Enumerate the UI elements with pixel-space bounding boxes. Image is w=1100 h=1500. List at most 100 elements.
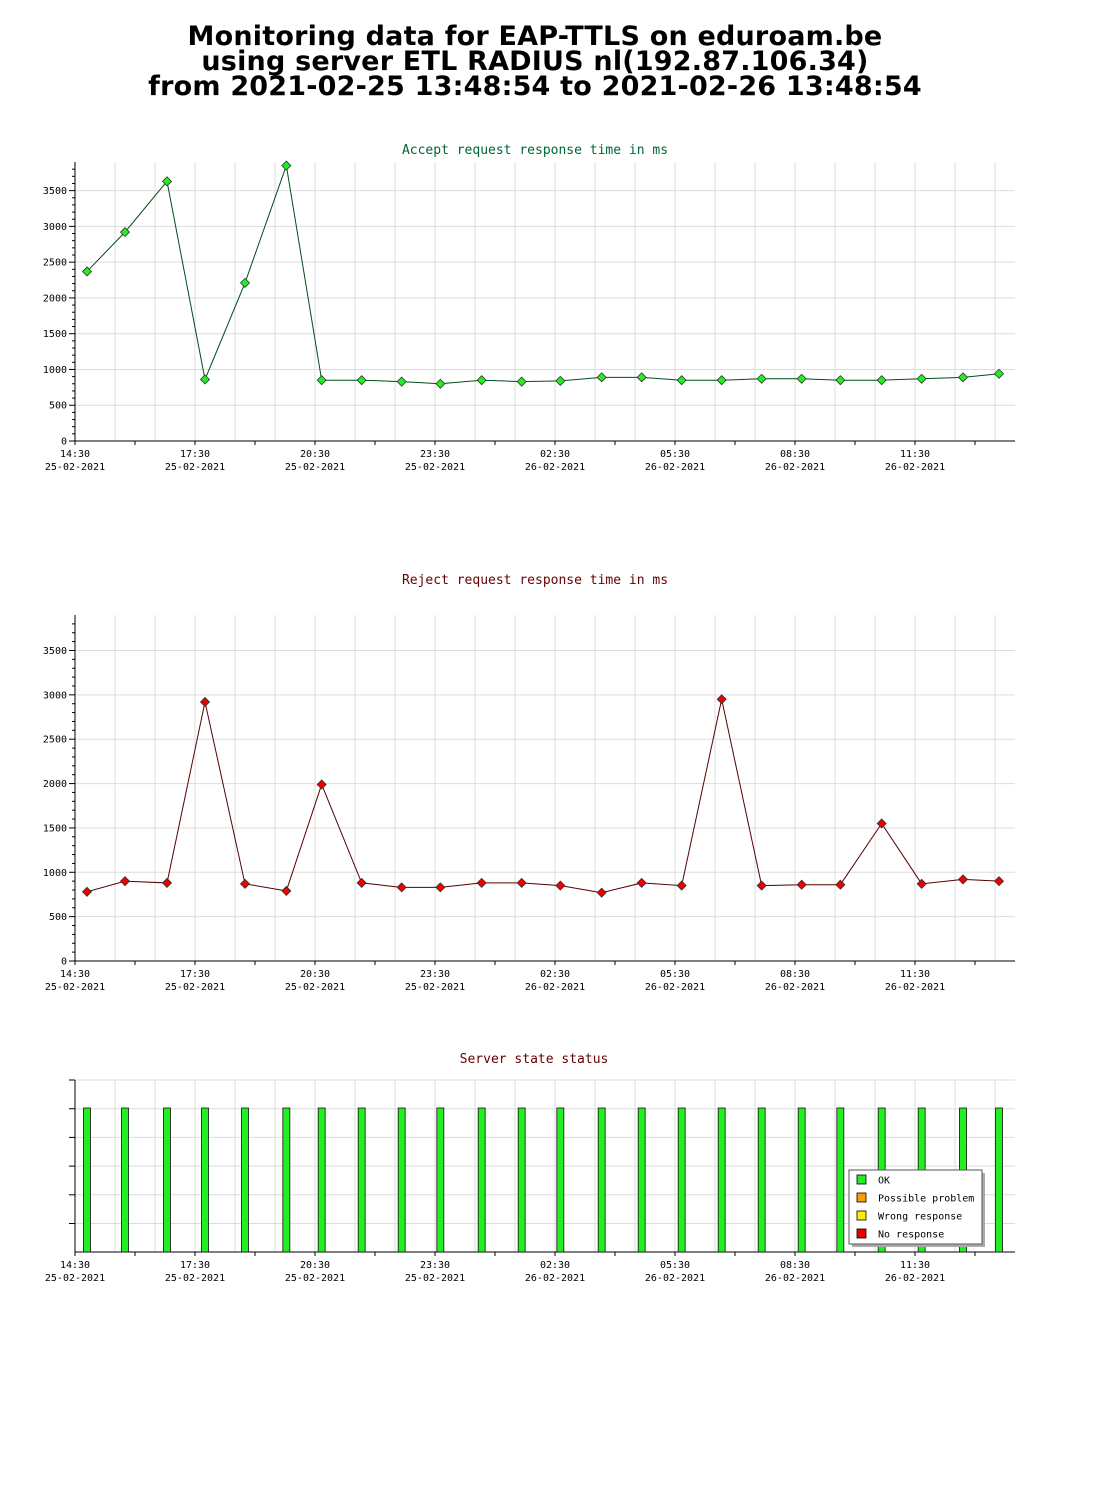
- x-tick-date-label: 26-02-2021: [525, 462, 585, 473]
- x-tick-time-label: 20:30: [300, 1260, 330, 1271]
- y-tick-label: 3500: [43, 646, 67, 657]
- legend-box: [848, 1169, 983, 1245]
- x-tick-date-label: 26-02-2021: [885, 1273, 945, 1284]
- header-line-1: Monitoring data for EAP-TTLS on eduroam.…: [187, 21, 883, 52]
- data-point: [716, 694, 727, 705]
- x-tick-time-label: 14:30: [60, 1260, 90, 1271]
- x-tick-time-label: 08:30: [780, 969, 810, 980]
- x-tick-date-label: 25-02-2021: [165, 462, 225, 473]
- data-point: [756, 373, 767, 384]
- data-point: [876, 375, 887, 386]
- data-point: [796, 879, 807, 890]
- accept-response-chart: Accept request response time in ms 0 500 10…: [43, 143, 1015, 473]
- data-point: [796, 373, 807, 384]
- status-bar: [397, 1107, 406, 1253]
- legend-swatch: [856, 1228, 867, 1239]
- reject-response-chart: Reject request response time in ms 0 500 10…: [43, 573, 1015, 993]
- data-point: [356, 375, 367, 386]
- data-point: [676, 880, 687, 891]
- data-point: [835, 375, 846, 386]
- y-tick-label: 2000: [43, 293, 67, 304]
- data-point: [81, 266, 93, 277]
- x-tick-time-label: 14:30: [60, 449, 90, 460]
- chart-title: Reject request response time in ms: [402, 573, 668, 588]
- page-header: Monitoring data for EAP-TTLS on eduroam.…: [0, 21, 1070, 100]
- x-tick-time-label: 17:30: [180, 449, 210, 460]
- data-point: [119, 876, 131, 887]
- data-point: [636, 877, 647, 888]
- data-point: [281, 160, 292, 171]
- x-tick-date-label: 26-02-2021: [885, 982, 945, 993]
- data-point: [716, 375, 727, 386]
- status-bar: [477, 1107, 486, 1253]
- server-status-chart: Server state status 14:30 25-02-2021 17:30 2…: [45, 1052, 1015, 1284]
- header-line-2: using server ETL RADIUS nl(192.87.106.34…: [201, 46, 869, 77]
- x-tick-time-label: 05:30: [660, 969, 690, 980]
- status-bar: [241, 1107, 249, 1253]
- x-tick-time-label: 23:30: [420, 969, 450, 980]
- status-bar: [717, 1107, 726, 1253]
- y-tick-label: 3000: [43, 222, 67, 233]
- x-tick-time-label: 05:30: [660, 1260, 690, 1271]
- x-tick-date-label: 26-02-2021: [885, 462, 945, 473]
- data-point: [916, 878, 927, 889]
- x-tick-date-label: 26-02-2021: [645, 982, 705, 993]
- x-tick-time-label: 17:30: [180, 969, 210, 980]
- x-tick-time-label: 08:30: [780, 1260, 810, 1271]
- data-point: [516, 376, 527, 387]
- y-tick-label: 2000: [43, 779, 67, 790]
- data-point: [555, 375, 566, 386]
- y-tick-label: 500: [49, 401, 67, 412]
- data-point: [596, 887, 607, 898]
- x-tick-date-label: 25-02-2021: [165, 1273, 225, 1284]
- status-bar: [637, 1107, 646, 1253]
- x-tick-date-label: 26-02-2021: [765, 462, 825, 473]
- data-point: [396, 882, 407, 893]
- y-tick-label: 1000: [43, 868, 67, 879]
- status-bar: [836, 1107, 845, 1253]
- status-bar: [436, 1107, 445, 1253]
- data-point: [396, 376, 407, 387]
- data-point: [239, 878, 251, 889]
- status-bar: [317, 1107, 326, 1253]
- status-bar: [163, 1107, 171, 1253]
- data-point: [993, 368, 1005, 379]
- x-tick-time-label: 11:30: [900, 1260, 930, 1271]
- x-tick-date-label: 25-02-2021: [405, 982, 465, 993]
- data-point: [516, 877, 527, 888]
- legend-swatch: [856, 1174, 867, 1185]
- data-point: [476, 375, 487, 386]
- series-line: [86, 699, 1000, 894]
- y-tick-label: 1500: [43, 823, 67, 834]
- x-tick-time-label: 14:30: [60, 969, 90, 980]
- data-point: [636, 372, 647, 383]
- y-tick-label: 0: [61, 437, 67, 448]
- x-tick-time-label: 02:30: [540, 969, 570, 980]
- x-tick-time-label: 02:30: [540, 449, 570, 460]
- data-point: [316, 779, 327, 790]
- status-bar: [597, 1107, 606, 1253]
- status-bar: [121, 1107, 129, 1253]
- x-tick-time-label: 08:30: [780, 449, 810, 460]
- data-point: [239, 277, 251, 288]
- x-tick-date-label: 25-02-2021: [405, 1273, 465, 1284]
- legend-label: OK: [878, 1176, 890, 1187]
- legend-swatch: [856, 1210, 867, 1221]
- y-tick-label: 3000: [43, 690, 67, 701]
- x-tick-time-label: 11:30: [900, 449, 930, 460]
- legend-label: No response: [878, 1230, 944, 1241]
- x-tick-time-label: 23:30: [420, 449, 450, 460]
- x-tick-date-label: 25-02-2021: [405, 462, 465, 473]
- data-point: [316, 375, 327, 386]
- y-tick-label: 0: [61, 957, 67, 968]
- x-tick-time-label: 23:30: [420, 1260, 450, 1271]
- data-point: [435, 882, 446, 893]
- data-point: [676, 375, 687, 386]
- status-bar: [357, 1107, 366, 1253]
- data-point: [199, 374, 211, 385]
- data-point: [957, 372, 969, 383]
- status-bar: [757, 1107, 766, 1253]
- legend-label: Possible problem: [878, 1194, 974, 1205]
- x-tick-time-label: 02:30: [540, 1260, 570, 1271]
- data-point: [435, 378, 446, 389]
